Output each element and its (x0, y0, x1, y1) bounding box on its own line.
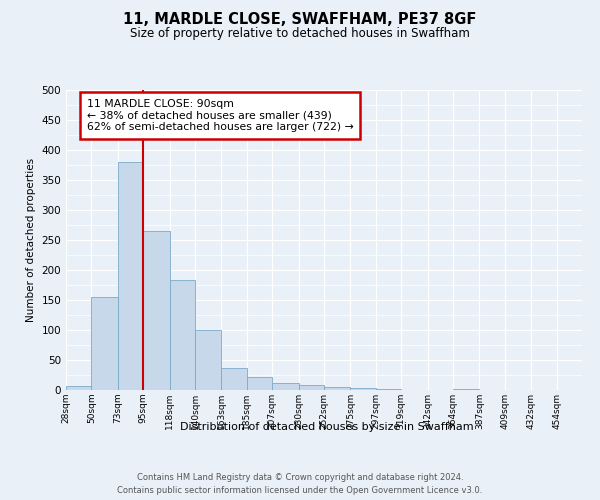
Bar (195, 330, 221, 390)
Bar (143, 231, 170, 390)
Text: Size of property relative to detached houses in Swaffham: Size of property relative to detached ho… (130, 28, 470, 40)
Text: Distribution of detached houses by size in Swaffham: Distribution of detached houses by size … (180, 422, 474, 432)
Bar (247, 378, 272, 390)
Bar (272, 383, 299, 390)
Y-axis label: Number of detached properties: Number of detached properties (26, 158, 36, 322)
Bar (299, 385, 324, 390)
Bar (350, 388, 376, 390)
Bar (118, 162, 143, 390)
Bar (66, 386, 91, 390)
Text: Contains HM Land Registry data © Crown copyright and database right 2024.: Contains HM Land Registry data © Crown c… (137, 472, 463, 482)
Text: Contains public sector information licensed under the Open Government Licence v3: Contains public sector information licen… (118, 486, 482, 495)
Bar (324, 387, 350, 390)
Bar (221, 368, 247, 390)
Bar (170, 280, 195, 390)
Bar (91, 297, 118, 390)
Text: 11 MARDLE CLOSE: 90sqm
← 38% of detached houses are smaller (439)
62% of semi-de: 11 MARDLE CLOSE: 90sqm ← 38% of detached… (86, 99, 353, 132)
Text: 11, MARDLE CLOSE, SWAFFHAM, PE37 8GF: 11, MARDLE CLOSE, SWAFFHAM, PE37 8GF (124, 12, 476, 28)
